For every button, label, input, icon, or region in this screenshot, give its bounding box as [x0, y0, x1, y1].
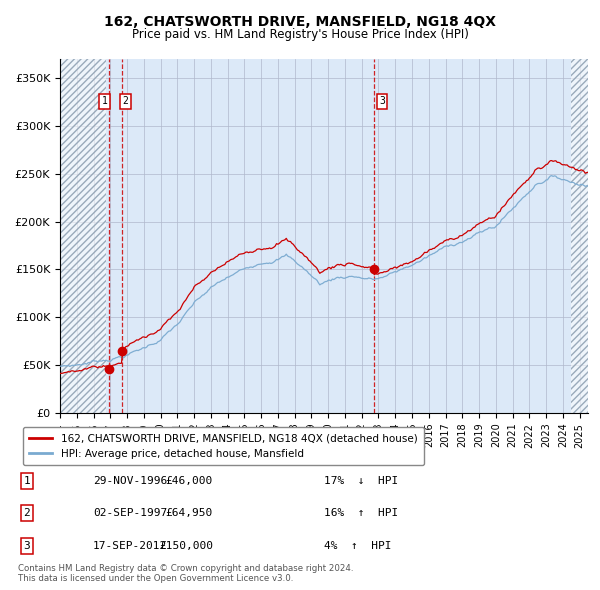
Text: 1: 1 — [23, 476, 31, 486]
Bar — [571, 59, 588, 413]
Text: 4%  ↑  HPI: 4% ↑ HPI — [324, 541, 392, 550]
Bar — [60, 59, 106, 413]
Text: 17%  ↓  HPI: 17% ↓ HPI — [324, 476, 398, 486]
Bar — [571, 59, 588, 413]
Text: 17-SEP-2012: 17-SEP-2012 — [93, 541, 167, 550]
Text: 2: 2 — [123, 97, 128, 106]
Text: 29-NOV-1996: 29-NOV-1996 — [93, 476, 167, 486]
Legend: 162, CHATSWORTH DRIVE, MANSFIELD, NG18 4QX (detached house), HPI: Average price,: 162, CHATSWORTH DRIVE, MANSFIELD, NG18 4… — [23, 427, 424, 465]
Text: 02-SEP-1997: 02-SEP-1997 — [93, 509, 167, 518]
Text: 162, CHATSWORTH DRIVE, MANSFIELD, NG18 4QX: 162, CHATSWORTH DRIVE, MANSFIELD, NG18 4… — [104, 15, 496, 29]
Text: Price paid vs. HM Land Registry's House Price Index (HPI): Price paid vs. HM Land Registry's House … — [131, 28, 469, 41]
Text: 16%  ↑  HPI: 16% ↑ HPI — [324, 509, 398, 518]
Text: £150,000: £150,000 — [159, 541, 213, 550]
Text: 3: 3 — [379, 97, 385, 106]
Text: 2: 2 — [23, 509, 31, 518]
Text: £64,950: £64,950 — [166, 509, 213, 518]
Text: 3: 3 — [23, 541, 31, 550]
Text: Contains HM Land Registry data © Crown copyright and database right 2024.
This d: Contains HM Land Registry data © Crown c… — [18, 563, 353, 583]
Bar — [60, 59, 106, 413]
Text: 1: 1 — [101, 97, 107, 106]
Text: £46,000: £46,000 — [166, 476, 213, 486]
